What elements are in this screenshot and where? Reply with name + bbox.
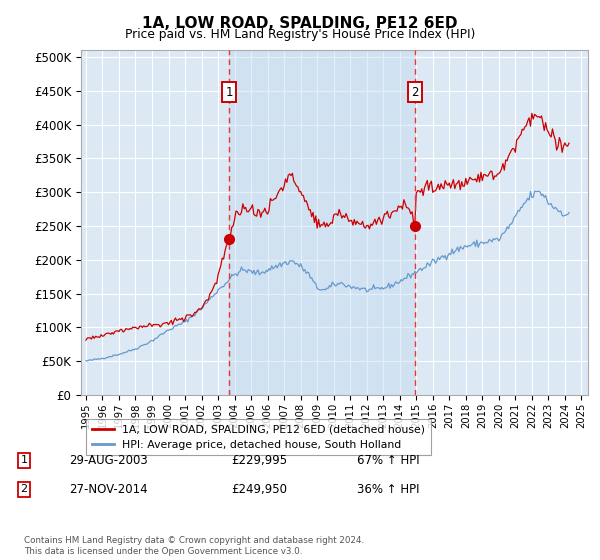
Text: Price paid vs. HM Land Registry's House Price Index (HPI): Price paid vs. HM Land Registry's House … [125, 28, 475, 41]
Text: 67% ↑ HPI: 67% ↑ HPI [357, 454, 419, 467]
Bar [229, 50, 415, 395]
Text: £249,950: £249,950 [231, 483, 287, 496]
Text: 1: 1 [225, 86, 233, 99]
Text: Contains HM Land Registry data © Crown copyright and database right 2024.
This d: Contains HM Land Registry data © Crown c… [24, 536, 364, 556]
Text: 1: 1 [20, 455, 28, 465]
Legend: 1A, LOW ROAD, SPALDING, PE12 6ED (detached house), HPI: Average price, detached : 1A, LOW ROAD, SPALDING, PE12 6ED (detach… [86, 419, 431, 455]
Text: 2: 2 [20, 484, 28, 494]
Text: 36% ↑ HPI: 36% ↑ HPI [357, 483, 419, 496]
Text: 29-AUG-2003: 29-AUG-2003 [69, 454, 148, 467]
Text: 1A, LOW ROAD, SPALDING, PE12 6ED: 1A, LOW ROAD, SPALDING, PE12 6ED [142, 16, 458, 31]
Text: 2: 2 [411, 86, 418, 99]
Text: £229,995: £229,995 [231, 454, 287, 467]
Text: 27-NOV-2014: 27-NOV-2014 [69, 483, 148, 496]
